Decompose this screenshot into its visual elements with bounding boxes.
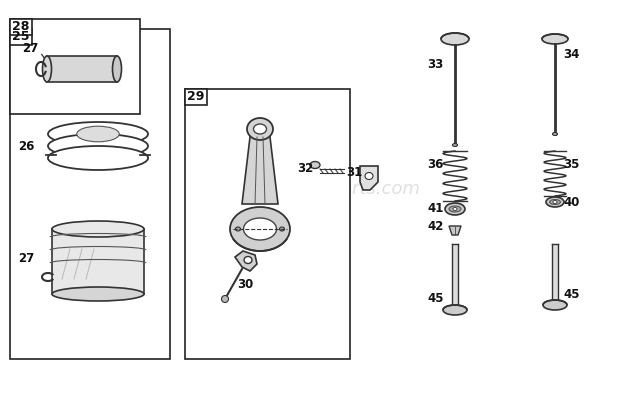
Text: 28: 28 — [12, 20, 30, 34]
Ellipse shape — [552, 133, 557, 135]
Ellipse shape — [230, 207, 290, 251]
Bar — [452, 244, 458, 306]
Bar — [185, 89, 350, 359]
Bar — [10, 29, 32, 45]
Text: 45: 45 — [427, 292, 443, 306]
Text: 34: 34 — [563, 47, 579, 61]
Text: 45: 45 — [563, 288, 580, 301]
Polygon shape — [449, 226, 461, 235]
Ellipse shape — [48, 134, 148, 158]
Ellipse shape — [546, 197, 564, 207]
Ellipse shape — [453, 207, 457, 211]
Text: 26: 26 — [18, 139, 34, 153]
Ellipse shape — [543, 300, 567, 310]
Ellipse shape — [48, 122, 148, 146]
Text: eReplacementParts.com: eReplacementParts.com — [200, 180, 420, 198]
Text: 30: 30 — [237, 279, 253, 292]
Ellipse shape — [443, 305, 467, 315]
Text: 35: 35 — [563, 157, 579, 171]
Text: 41: 41 — [427, 202, 443, 216]
Text: 29: 29 — [187, 90, 205, 103]
Ellipse shape — [449, 206, 461, 212]
Ellipse shape — [549, 200, 560, 204]
Ellipse shape — [112, 56, 122, 82]
Text: 27: 27 — [18, 252, 34, 265]
Polygon shape — [360, 166, 378, 190]
Bar — [10, 29, 170, 359]
Ellipse shape — [254, 124, 267, 134]
Ellipse shape — [48, 147, 148, 169]
Ellipse shape — [236, 227, 241, 231]
Text: 36: 36 — [427, 157, 443, 171]
Ellipse shape — [77, 126, 119, 142]
Ellipse shape — [52, 221, 144, 237]
Text: 40: 40 — [563, 196, 579, 209]
Ellipse shape — [48, 146, 148, 170]
Bar — [10, 19, 32, 35]
Polygon shape — [242, 137, 278, 204]
Text: 32: 32 — [297, 162, 313, 175]
Text: 27: 27 — [22, 43, 38, 56]
Ellipse shape — [244, 256, 252, 263]
Bar — [52, 229, 144, 294]
Ellipse shape — [280, 227, 285, 231]
Ellipse shape — [453, 144, 458, 146]
Ellipse shape — [441, 33, 469, 45]
Bar — [10, 19, 140, 114]
Polygon shape — [235, 251, 257, 271]
Ellipse shape — [43, 56, 51, 82]
Ellipse shape — [244, 218, 277, 240]
Ellipse shape — [445, 203, 465, 215]
Ellipse shape — [310, 162, 320, 169]
Bar — [185, 89, 207, 105]
Ellipse shape — [52, 287, 144, 301]
Bar — [552, 244, 558, 301]
Bar — [47, 56, 117, 82]
Text: 42: 42 — [427, 220, 443, 232]
Ellipse shape — [553, 200, 557, 204]
Text: 25: 25 — [12, 31, 30, 43]
Text: 31: 31 — [346, 166, 362, 178]
Text: 33: 33 — [427, 58, 443, 70]
Ellipse shape — [247, 118, 273, 140]
Circle shape — [221, 295, 229, 303]
Ellipse shape — [542, 34, 568, 44]
Ellipse shape — [365, 173, 373, 180]
